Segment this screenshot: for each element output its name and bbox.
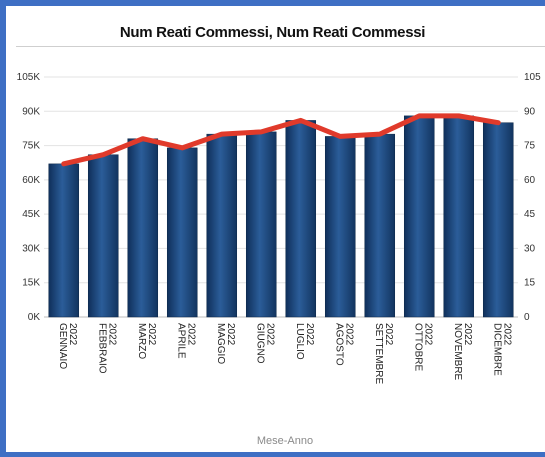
svg-text:MARZO2022: MARZO2022 (136, 323, 157, 359)
x-tick-label: NOVEMBRE2022 (452, 323, 473, 381)
x-tick-label: MARZO2022 (136, 323, 157, 359)
bar (482, 122, 514, 318)
y-tick-label-right: 30 (524, 243, 536, 254)
y-tick-label: 90K (22, 106, 40, 117)
y-tick-label: 105K (17, 72, 41, 83)
y-tick-label-right: 75 (524, 141, 536, 152)
svg-text:FEBBRAIO2022: FEBBRAIO2022 (96, 323, 117, 374)
bar (364, 133, 396, 318)
y-tick-label-right: 0 (524, 312, 530, 323)
y-tick-label: 45K (22, 209, 40, 220)
line-series (61, 113, 501, 167)
bar (206, 133, 238, 318)
x-tick-label: GENNAIO2022 (57, 323, 78, 369)
bar-series (48, 115, 514, 318)
x-tick-label: GIUGNO2022 (254, 323, 275, 364)
svg-text:LUGLIO2022: LUGLIO2022 (294, 323, 315, 360)
x-tick-label: FEBBRAIO2022 (96, 323, 117, 374)
chart-title: Num Reati Commessi, Num Reati Commessi (119, 24, 426, 41)
y-tick-label-right: 60 (524, 175, 536, 186)
svg-text:OTTOBRE2022: OTTOBRE2022 (412, 323, 433, 371)
svg-text:APRILE2022: APRILE2022 (175, 323, 196, 359)
bar (87, 154, 119, 318)
svg-text:AGOSTO2022: AGOSTO2022 (333, 323, 354, 366)
x-tick-label: AGOSTO2022 (333, 323, 354, 366)
y-tick-label-right: 45 (524, 209, 536, 220)
x-tick-label: LUGLIO2022 (294, 323, 315, 360)
svg-text:MAGGIO2022: MAGGIO2022 (215, 323, 236, 364)
x-tick-label: MAGGIO2022 (215, 323, 236, 364)
y-tick-label-right: 90 (524, 106, 536, 117)
bar (166, 147, 198, 318)
bar (245, 131, 277, 318)
bar (48, 163, 80, 318)
y-tick-label: 60K (22, 175, 40, 186)
x-tick-label: DICEMBRE2022 (491, 323, 512, 376)
bar (443, 115, 475, 318)
x-tick-label: APRILE2022 (175, 323, 196, 359)
bar (285, 120, 317, 318)
svg-text:GENNAIO2022: GENNAIO2022 (57, 323, 78, 369)
svg-text:DICEMBRE2022: DICEMBRE2022 (491, 323, 512, 376)
y-tick-label: 15K (22, 278, 40, 289)
bar (403, 115, 435, 318)
y-tick-label-right: 105 (524, 72, 541, 83)
x-axis: GENNAIO2022 FEBBRAIO2022 MARZO2022 APRILE20… (57, 323, 513, 384)
svg-text:GIUGNO2022: GIUGNO2022 (254, 323, 275, 364)
svg-text:NOVEMBRE2022: NOVEMBRE2022 (452, 323, 473, 381)
x-tick-label: SETTEMBRE2022 (373, 323, 394, 384)
y-tick-label: 30K (22, 243, 40, 254)
y-tick-label-right: 15 (524, 278, 536, 289)
svg-text:SETTEMBRE2022: SETTEMBRE2022 (373, 323, 394, 384)
y-axis-left: 0K 15K 30K 45K 60K 75K 90K 105K (17, 72, 41, 323)
x-axis-label: Mese-Anno (257, 435, 313, 447)
bar (127, 138, 159, 318)
y-axis-right: 0 15 30 45 60 75 90 105 (524, 72, 541, 323)
bar (324, 136, 356, 318)
title-divider (16, 46, 545, 47)
x-tick-label: OTTOBRE2022 (412, 323, 433, 371)
y-tick-label: 75K (22, 141, 40, 152)
y-tick-label: 0K (28, 312, 41, 323)
line-path (61, 113, 501, 167)
